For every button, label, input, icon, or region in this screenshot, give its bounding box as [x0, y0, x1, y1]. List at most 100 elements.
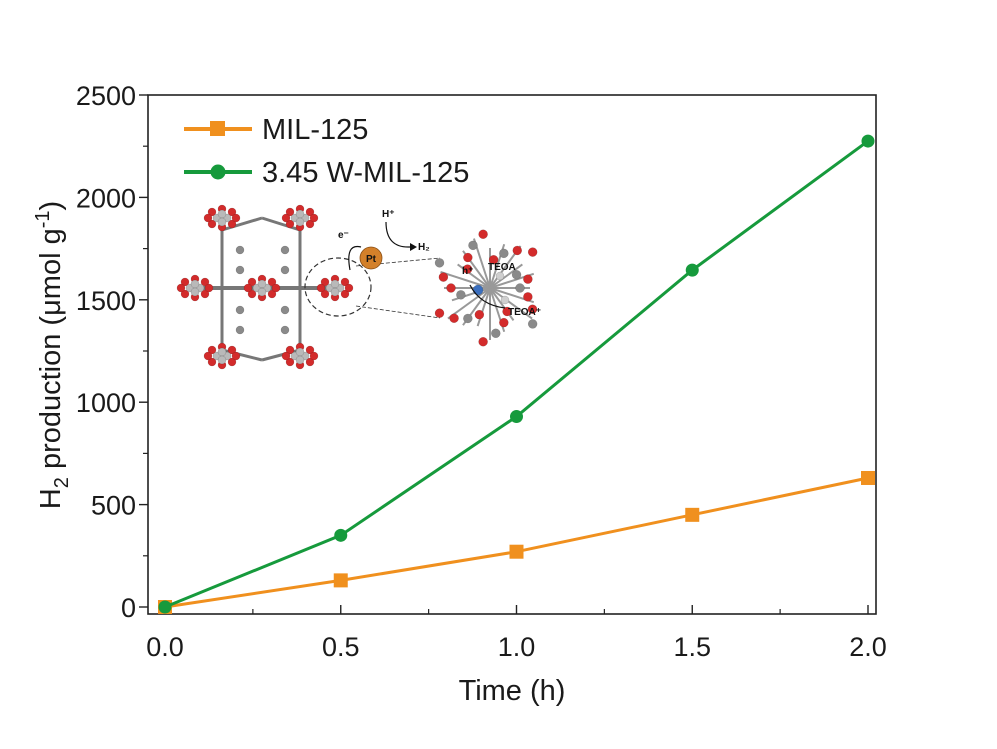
cluster-atom — [527, 304, 538, 314]
y-tick-label: 0 — [121, 593, 136, 623]
oxygen-atom — [207, 207, 217, 217]
cluster-atom — [527, 319, 538, 329]
titanium-atom — [495, 271, 505, 281]
oxygen-atom — [247, 277, 257, 287]
oxygen-atom — [271, 283, 281, 293]
y-tick-label: 2000 — [76, 183, 136, 213]
oxygen-atom — [344, 283, 354, 293]
oxygen-atom — [180, 289, 190, 299]
plot-frame — [147, 94, 877, 615]
proton-reduction-arrow — [385, 221, 411, 248]
y-tick-label: 1000 — [76, 388, 136, 418]
legend-label-w-mil-125: 3.45 W-MIL-125 — [262, 157, 469, 189]
cluster-atom — [523, 274, 533, 284]
titanium-atom — [217, 217, 227, 227]
titanium-atom — [500, 295, 510, 305]
oxygen-atom — [204, 283, 214, 293]
data-point-circle — [510, 410, 523, 424]
oxygen-atom — [285, 219, 295, 229]
carbon-atom — [280, 265, 290, 275]
oxygen-atom — [305, 357, 315, 367]
hole-label: h⁺ — [462, 266, 473, 277]
cluster-bond — [489, 263, 523, 289]
bond — [261, 348, 301, 362]
cluster-atom — [434, 258, 445, 268]
oxygen-atom — [207, 357, 217, 367]
y-axis-title-subscript: 2 — [51, 477, 73, 488]
mof-structure-inset: Pt e⁻ H⁺ H₂ h⁺ TEOA TEOA⁺ — [176, 204, 541, 370]
cluster-atom — [499, 248, 509, 259]
oxygen-atom — [281, 213, 291, 223]
oxygen-atom — [340, 277, 350, 287]
oxygen-atom — [227, 345, 237, 355]
oxygen-atom — [200, 289, 210, 299]
oxygen-atom — [203, 213, 213, 223]
cluster-bond — [489, 287, 533, 320]
titanium-atom — [217, 355, 227, 365]
ti-oxo-cluster-illustration — [434, 229, 538, 347]
titanium-atom — [295, 355, 305, 365]
x-tick-label: 0.5 — [322, 632, 360, 662]
cluster-atom — [502, 306, 512, 317]
legend-square-marker-icon — [210, 121, 225, 136]
x-tick-label: 1.5 — [673, 632, 711, 662]
oxygen-atom — [180, 277, 190, 287]
bond — [261, 216, 301, 232]
oxygen-atom — [305, 219, 315, 229]
cluster-atom — [462, 264, 473, 274]
legend: MIL-125 3.45 W-MIL-125 — [184, 114, 469, 189]
framework-structure-illustration — [176, 204, 354, 370]
cluster-bond — [440, 270, 491, 289]
data-point-square — [509, 544, 524, 559]
pt-label: Pt — [366, 254, 377, 265]
oxygen-atom — [281, 351, 291, 361]
oxygen-atom — [203, 351, 213, 361]
y-tick-label: 1500 — [76, 286, 136, 316]
electron-transfer-arrow — [348, 245, 362, 271]
oxygen-atom — [207, 219, 217, 229]
cluster-atom — [449, 313, 459, 323]
cluster-atom — [438, 272, 449, 282]
y-tick-label: 2500 — [76, 81, 136, 111]
oxygen-atom — [320, 289, 330, 299]
oxygen-atom — [231, 213, 241, 223]
oxygen-atom — [227, 357, 237, 367]
oxygen-atom — [267, 277, 277, 287]
series-line-1 — [164, 139, 869, 609]
cluster-atom — [527, 247, 538, 257]
cluster-bond — [457, 263, 491, 289]
x-axis-title: Time (h) — [459, 675, 566, 707]
data-point-square — [685, 507, 700, 522]
nitrogen-atom — [472, 284, 484, 296]
oxygen-atom — [316, 283, 326, 293]
cluster-atom — [512, 245, 523, 256]
carbon-atom — [280, 245, 290, 255]
teoa-plus-label: TEOA⁺ — [508, 307, 541, 318]
carbon-atom — [235, 325, 245, 335]
titanium-atom — [257, 287, 267, 297]
titanium-atom — [190, 279, 200, 289]
carbon-atom — [280, 305, 290, 315]
carbon-atom — [235, 245, 245, 255]
cluster-atom — [446, 283, 456, 293]
y-tick-label: 500 — [91, 491, 136, 521]
h2-label: H₂ — [418, 242, 430, 253]
cluster-atom — [456, 290, 466, 300]
carbon-atom — [280, 325, 290, 335]
pt-particle-icon — [359, 246, 383, 270]
titanium-atom — [295, 347, 305, 357]
oxygen-atom — [305, 207, 315, 217]
titanium-atom — [295, 217, 305, 227]
data-point-square — [333, 573, 348, 588]
titanium-atom — [217, 209, 227, 219]
data-point-circle — [685, 263, 699, 277]
titanium-atom — [217, 347, 227, 357]
data-point-circle — [158, 600, 172, 614]
axis-ticks — [139, 94, 869, 614]
cluster-atom — [499, 317, 509, 328]
cluster-atom — [488, 254, 499, 265]
oxygen-atom — [243, 283, 253, 293]
cluster-atom — [463, 252, 473, 263]
titanium-atom — [330, 279, 340, 289]
